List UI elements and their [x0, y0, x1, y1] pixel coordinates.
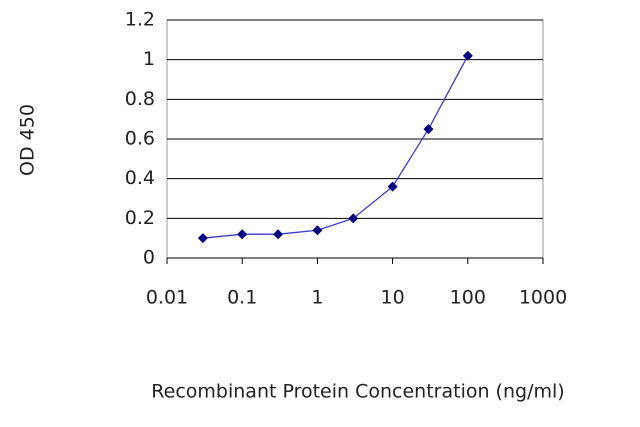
x-tick-label: 1 — [311, 287, 323, 309]
x-axis-label: Recombinant Protein Concentration (ng/ml… — [151, 381, 564, 403]
y-tick-label: 1.2 — [125, 9, 155, 31]
y-tick-label: 0 — [143, 247, 155, 269]
data-point — [312, 225, 323, 236]
y-axis-label: OD 450 — [17, 104, 39, 176]
x-tick-label: 1000 — [519, 287, 567, 309]
data-point — [387, 181, 398, 192]
data-point — [423, 124, 434, 135]
data-point — [348, 213, 359, 224]
x-tick-label: 0.01 — [146, 287, 188, 309]
y-tick-label: 0.8 — [125, 88, 155, 110]
data-line — [202, 55, 469, 239]
x-tick-label: 100 — [450, 287, 486, 309]
data-point — [273, 229, 284, 240]
y-tick-label: 0.2 — [125, 207, 155, 229]
x-tick-label: 10 — [381, 287, 405, 309]
x-tick-label: 0.1 — [227, 287, 257, 309]
y-tick-label: 0.4 — [125, 167, 155, 189]
y-tick-label: 1 — [143, 48, 155, 70]
y-tick-label: 0.6 — [125, 128, 155, 150]
data-point — [462, 50, 473, 61]
data-point — [197, 233, 208, 244]
data-point — [237, 229, 248, 240]
